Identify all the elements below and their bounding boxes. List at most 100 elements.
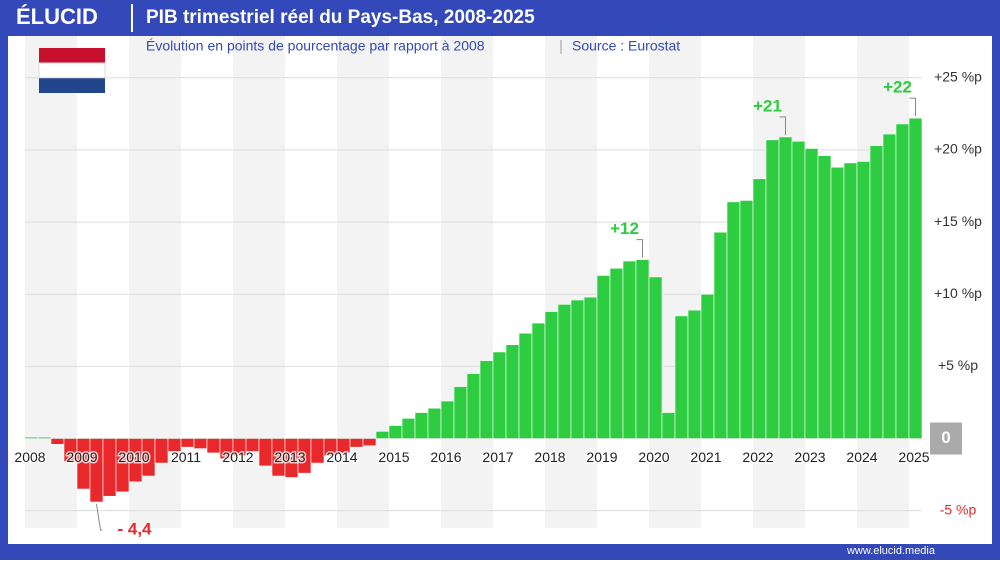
flag-stripe	[39, 78, 105, 93]
x-tick-label: 2015	[378, 449, 409, 465]
bar	[102, 438, 117, 497]
y-tick-label: 0	[941, 428, 950, 447]
bar	[37, 436, 52, 439]
bar	[648, 276, 663, 439]
bar	[154, 438, 169, 464]
bar	[713, 231, 728, 439]
bar	[817, 155, 832, 439]
bar	[687, 309, 702, 439]
source: Source : Eurostat	[572, 38, 680, 54]
x-tick-label: 2009	[66, 449, 97, 465]
bar	[596, 275, 611, 439]
x-tick-label: 2023	[794, 449, 825, 465]
bar	[518, 332, 533, 439]
bar	[622, 260, 637, 439]
bar	[778, 136, 793, 439]
year-band	[441, 36, 493, 528]
x-tick-label: 2014	[326, 449, 357, 465]
x-tick-label: 2019	[586, 449, 617, 465]
y-tick-label: +10 %p	[934, 285, 982, 301]
bar	[375, 431, 390, 439]
x-tick-label: 2008	[14, 449, 45, 465]
bar	[752, 178, 767, 439]
x-tick-label: 2025	[898, 449, 929, 465]
y-tick-label: +5 %p	[938, 357, 978, 373]
bar	[570, 299, 585, 439]
year-band	[545, 36, 597, 528]
bar	[804, 148, 819, 439]
bar	[557, 304, 572, 439]
bar	[739, 200, 754, 439]
bar	[895, 123, 910, 439]
flag	[38, 48, 106, 93]
label-leader	[96, 503, 103, 531]
x-tick-label: 2018	[534, 449, 565, 465]
chart-title: PIB trimestriel réel du Pays-Bas, 2008-2…	[146, 7, 535, 28]
x-tick-label: 2024	[846, 449, 877, 465]
flag-stripe	[38, 62, 106, 79]
bar	[661, 412, 676, 439]
bar	[310, 438, 325, 464]
bar	[531, 322, 546, 439]
bar	[830, 166, 845, 439]
subtitle: Évolution en points de pourcentage par r…	[146, 38, 485, 54]
brand: ÉLUCID	[16, 4, 98, 29]
bar	[193, 438, 208, 449]
bar	[609, 267, 624, 439]
bar	[180, 438, 195, 448]
bar	[479, 360, 494, 439]
bar	[908, 117, 923, 439]
bar	[869, 145, 884, 439]
label-leader	[636, 239, 643, 258]
x-tick-label: 2021	[690, 449, 721, 465]
x-tick-label: 2010	[118, 449, 149, 465]
y-tick-label: +15 %p	[934, 213, 982, 229]
bar	[765, 139, 780, 439]
bar	[362, 438, 377, 447]
bar	[414, 412, 429, 439]
bar	[453, 386, 468, 439]
footer: www.elucid.media	[846, 545, 936, 557]
label-leader	[779, 116, 786, 135]
bar	[24, 436, 39, 439]
bar	[89, 438, 104, 503]
bar	[505, 344, 520, 439]
bar	[635, 259, 650, 439]
value-label: +12	[610, 219, 639, 238]
label-leader	[909, 97, 916, 117]
zero-box	[930, 422, 962, 455]
value-label: - 4,4	[117, 520, 152, 539]
bar	[50, 438, 65, 445]
bar	[843, 162, 858, 439]
x-tick-label: 2013	[274, 449, 305, 465]
bar	[206, 438, 221, 454]
x-tick-label: 2016	[430, 449, 461, 465]
flag-stripe	[39, 48, 105, 63]
x-tick-label: 2017	[482, 449, 513, 465]
bar	[388, 425, 403, 439]
value-label: +21	[753, 96, 782, 115]
bar	[258, 438, 273, 467]
bar	[674, 315, 689, 439]
bar	[856, 161, 871, 439]
bar	[544, 311, 559, 439]
bar	[583, 296, 598, 439]
x-tick-label: 2011	[171, 449, 201, 465]
bar	[700, 293, 715, 439]
bar	[492, 351, 507, 439]
bar	[726, 201, 741, 439]
value-label: +22	[883, 78, 912, 97]
bar	[349, 438, 364, 448]
y-tick-label: -5 %p	[940, 501, 977, 517]
bar	[440, 400, 455, 439]
y-tick-label: +20 %p	[934, 141, 982, 157]
bar	[791, 140, 806, 439]
x-tick-label: 2020	[638, 449, 669, 465]
bar	[466, 373, 481, 439]
x-tick-label: 2022	[742, 449, 773, 465]
bar	[401, 418, 416, 439]
bar	[427, 407, 442, 439]
x-tick-label: 2012	[222, 449, 253, 465]
bar	[882, 133, 897, 439]
